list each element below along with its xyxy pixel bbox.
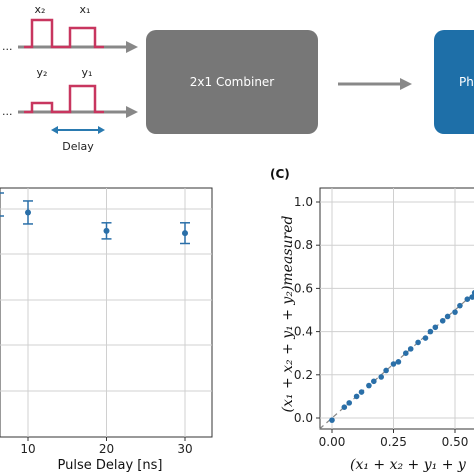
panel-c-point <box>371 378 377 385</box>
panel-c-point <box>346 400 353 406</box>
panel-b-xtick-label: 20 <box>99 442 114 456</box>
panel-c-yticks: 0.0 0.2 0.4 0.6 0.8 1.0 <box>294 195 320 425</box>
panel-c-point <box>432 324 439 331</box>
bottom-pulse-train <box>24 84 104 114</box>
panel-c-xtick-label: 0.50 <box>442 435 469 449</box>
panel-b-xtick-label: 30 <box>177 442 192 456</box>
delay-arrow-left-head <box>51 126 58 134</box>
panel-b-point <box>103 227 110 234</box>
panel-c-xticks: 0.00 0.25 0.50 <box>319 429 469 449</box>
delay-label: Delay <box>62 140 94 153</box>
label-x1: x₁ <box>80 3 91 16</box>
panel-b: 10 20 30 Pulse Delay [ns] <box>0 187 213 473</box>
panel-c-point <box>457 302 463 309</box>
panel-c-ytick-label: 0.8 <box>294 238 313 252</box>
label-y2: y₂ <box>37 66 48 79</box>
panel-b-xlabel: Pulse Delay [ns] <box>58 458 163 473</box>
panel-c-point <box>469 294 474 300</box>
panel-b-point <box>182 230 188 237</box>
panel-c-ytick-label: 0.4 <box>294 325 313 339</box>
combiner-output-arrowhead <box>400 78 412 90</box>
panel-c-point <box>329 417 335 423</box>
panel-c-point <box>383 367 389 374</box>
top-ellipsis: ... <box>2 40 13 53</box>
label-y1: y₁ <box>82 66 93 79</box>
pulse-diagram: ... x₂ x₁ ... y₂ y₁ Delay 2x1 Combiner P… <box>2 3 474 153</box>
panel-c-xtick-label: 0.25 <box>380 435 407 449</box>
right-box-label: Ph <box>459 75 474 89</box>
top-arrowhead <box>126 41 138 53</box>
panel-c-point <box>358 389 365 395</box>
label-x2: x₂ <box>35 3 46 16</box>
panel-b-point <box>25 209 31 216</box>
panel-c-grid <box>320 188 474 429</box>
panel-c-point <box>353 393 360 400</box>
panel-c-point <box>403 350 409 357</box>
panel-c-marks <box>329 290 474 423</box>
panel-c-point <box>415 339 421 346</box>
panel-c-point <box>464 296 471 303</box>
panel-c-frame <box>319 187 474 430</box>
panel-b-xticks: 10 20 30 <box>20 437 193 456</box>
panel-c-xtick-label: 0.00 <box>319 435 346 449</box>
top-pulse-train <box>24 18 104 49</box>
panel-c-xlabel: (x₁ + x₂ + y₁ + y <box>350 457 467 473</box>
panel-c-ytick-label: 0.2 <box>294 368 313 382</box>
combiner-box <box>146 30 318 134</box>
bottom-arrowhead <box>126 106 138 118</box>
delay-arrow-right-head <box>98 126 105 134</box>
panel-c-point <box>444 313 451 320</box>
panel-c-ytick-label: 0.6 <box>294 281 313 295</box>
panel-c-point <box>378 374 385 380</box>
panel-b-marks <box>0 192 190 245</box>
panel-c-point <box>471 290 474 296</box>
panel-c-point <box>427 328 434 335</box>
panel-c-point <box>407 346 414 352</box>
bottom-ellipsis: ... <box>2 105 13 118</box>
panel-c-point <box>366 382 372 389</box>
panel-c-letter: (C) <box>270 167 290 181</box>
panel-c-point <box>390 361 397 367</box>
panel-b-grid <box>0 188 212 437</box>
right-box <box>434 30 474 134</box>
panel-c-point <box>452 309 458 315</box>
panel-b-xtick-label: 10 <box>20 442 35 456</box>
panel-c-point <box>395 359 402 365</box>
panel-c-ytick-label: 0.0 <box>294 411 313 425</box>
panel-c-ylabel: (x₁ + x₂ + y₁ + y₂)measured <box>280 216 296 413</box>
panel-c-ytick-label: 1.0 <box>294 195 313 209</box>
combiner-label: 2x1 Combiner <box>190 75 275 89</box>
panel-c-point <box>422 335 429 341</box>
panel-c-point <box>341 404 348 411</box>
panel-c: (C) 0.0 0.2 0.4 0.6 0.8 1.0 0.00 0.25 0.50 (x₁ … <box>270 167 474 473</box>
panel-c-point <box>439 318 446 324</box>
